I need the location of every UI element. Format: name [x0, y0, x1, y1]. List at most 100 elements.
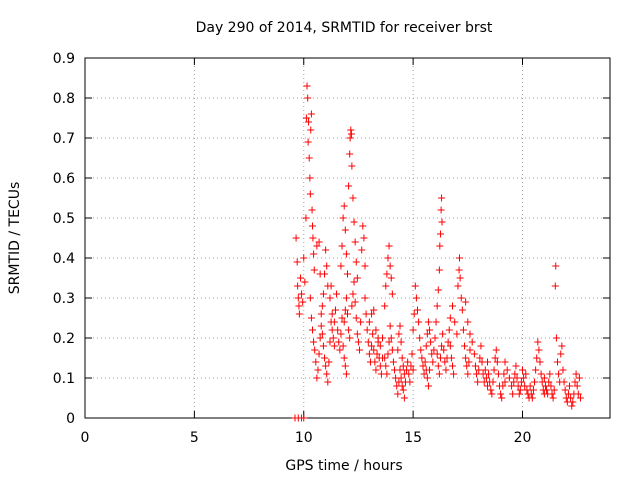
data-point: [427, 338, 435, 346]
data-point: [526, 382, 534, 390]
data-point: [395, 330, 403, 338]
data-point: [538, 378, 546, 386]
data-point: [302, 214, 310, 222]
data-point: [532, 366, 540, 374]
data-point: [423, 330, 431, 338]
data-point: [360, 234, 368, 242]
data-point: [389, 358, 397, 366]
data-point: [576, 394, 584, 402]
data-point: [358, 246, 366, 254]
data-point: [301, 278, 309, 286]
data-point: [335, 338, 343, 346]
x-axis-label: GPS time / hours: [285, 458, 402, 474]
data-point: [435, 370, 443, 378]
chart-title: Day 290 of 2014, SRMTID for receiver brs…: [196, 20, 493, 36]
data-point: [340, 202, 348, 210]
axes: 0 0.1 0.2 0.3 0.4 0.5 0.6 0.7 0.8 0.9 0 5 10 15 20: [53, 51, 611, 446]
data-point: [436, 242, 444, 250]
data-point: [306, 294, 314, 302]
data-point: [484, 358, 491, 366]
data-point: [561, 386, 569, 394]
data-point: [309, 326, 316, 334]
data-point: [397, 374, 405, 382]
data-point: [329, 334, 337, 342]
data-point: [559, 366, 567, 374]
data-point: [440, 346, 448, 354]
data-point: [351, 238, 359, 246]
data-point: [306, 174, 314, 182]
y-tick-label: 0.7: [53, 131, 75, 147]
data-point: [534, 338, 542, 346]
data-point: [557, 350, 565, 358]
data-point: [314, 366, 322, 374]
data-point: [309, 222, 316, 230]
data-point: [552, 262, 560, 270]
data-point: [456, 254, 463, 262]
data-point: [342, 294, 350, 302]
data-point: [405, 370, 413, 378]
data-point: [345, 326, 353, 334]
data-point: [356, 346, 364, 354]
data-point: [475, 366, 483, 374]
data-point: [354, 338, 362, 346]
data-point: [300, 414, 308, 422]
data-point: [399, 362, 407, 370]
data-point: [551, 282, 559, 290]
data-point: [330, 318, 338, 326]
data-point: [569, 398, 577, 406]
y-tick-label: 0.1: [53, 371, 75, 387]
data-point: [310, 338, 318, 346]
data-point: [352, 258, 360, 266]
data-point: [344, 310, 351, 318]
data-point: [311, 346, 319, 354]
data-point: [555, 370, 563, 378]
data-point: [323, 370, 331, 378]
data-point: [304, 138, 312, 146]
data-point: [341, 226, 349, 234]
data-point: [490, 366, 498, 374]
data-point: [315, 350, 323, 358]
data-point: [293, 258, 301, 266]
data-point: [533, 354, 541, 362]
data-point: [500, 370, 508, 378]
data-point: [296, 274, 304, 282]
data-point: [317, 310, 325, 318]
data-point: [485, 370, 493, 378]
data-point: [304, 94, 312, 102]
data-point: [396, 322, 404, 330]
data-point: [456, 274, 464, 282]
data-point: [513, 374, 521, 382]
data-point: [449, 302, 456, 310]
data-point: [310, 266, 318, 274]
data-point: [396, 366, 404, 374]
data-point: [410, 310, 418, 318]
data-point: [394, 346, 402, 354]
data-point: [451, 318, 459, 326]
data-point: [501, 358, 509, 366]
data-point: [426, 366, 434, 374]
data-point: [505, 374, 513, 382]
data-point: [497, 390, 505, 398]
data-point: [408, 350, 416, 358]
data-point: [325, 358, 333, 366]
data-points: [291, 82, 584, 422]
data-point: [341, 362, 349, 370]
data-point: [488, 390, 496, 398]
data-point: [492, 346, 500, 354]
data-point: [306, 190, 314, 198]
data-point: [432, 318, 440, 326]
data-point: [371, 358, 379, 366]
data-point: [348, 162, 356, 170]
data-point: [535, 346, 543, 354]
data-point: [487, 386, 495, 394]
data-point: [369, 330, 377, 338]
data-point: [476, 354, 484, 362]
data-point: [399, 386, 407, 394]
data-point: [328, 310, 336, 318]
data-point: [531, 378, 539, 386]
data-point: [429, 358, 437, 366]
data-point: [503, 366, 511, 374]
data-point: [501, 378, 509, 386]
data-point: [416, 334, 424, 342]
data-point: [307, 314, 315, 322]
